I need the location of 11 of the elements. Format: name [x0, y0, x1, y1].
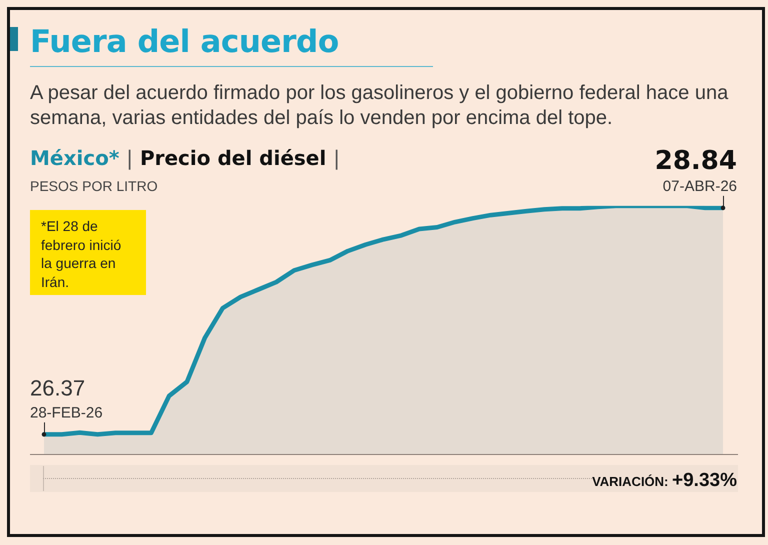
annotation: *El 28 de febrero inició la guerra en Irán. — [41, 218, 122, 290]
text: | Precio del diésel | — [126, 146, 340, 170]
text: México* — [30, 146, 120, 170]
annotation: 26.37 — [30, 375, 86, 400]
text: VARIACIÓN: +9.33% — [592, 470, 737, 493]
text: 07-ABR-26 — [662, 178, 737, 195]
text: 28.84 — [654, 146, 737, 176]
y-axis-title: PESOS POR LITRO — [30, 178, 158, 194]
chart-subtitle: A pesar del acuerdo firmado por los gasolineros y el gobierno federal hace una semana, varias entidades del país lo venden por encima del tope. — [30, 82, 728, 129]
annotation: 28-FEB-26 — [30, 404, 103, 422]
chart-title: Fuera del acuerdo — [30, 24, 339, 60]
